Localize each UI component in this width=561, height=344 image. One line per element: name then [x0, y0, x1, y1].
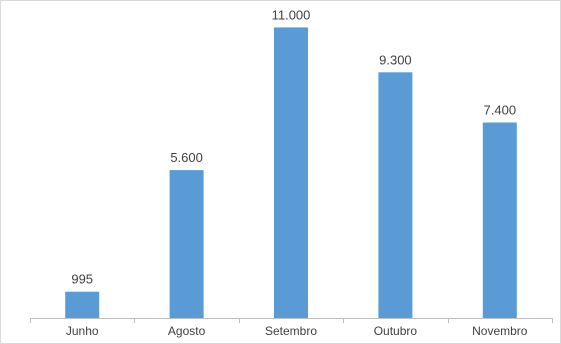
category-label-novembro: Novembro [472, 324, 528, 338]
category-label-setembro: Setembro [265, 324, 317, 338]
category-label-agosto: Agosto [168, 324, 206, 338]
bar-novembro [482, 122, 517, 318]
data-label-agosto: 5.600 [170, 150, 203, 165]
bars-layer [65, 27, 517, 319]
data-label-junho: 995 [71, 272, 93, 287]
bar-junho [65, 291, 100, 318]
data-label-novembro: 7.400 [484, 103, 517, 118]
bar-outubro [378, 72, 413, 318]
data-label-outubro: 9.300 [379, 52, 412, 67]
data-labels-layer: 995 5.600 11.000 9.300 7.400 [71, 7, 516, 286]
bar-agosto [169, 170, 204, 318]
category-label-junho: Junho [66, 324, 99, 338]
category-labels-layer: Junho Agosto Setembro Outubro Novembro [66, 324, 528, 338]
x-axis [30, 318, 553, 323]
data-label-setembro: 11.000 [272, 7, 311, 22]
category-label-outubro: Outubro [374, 324, 418, 338]
bar-setembro [274, 27, 308, 319]
